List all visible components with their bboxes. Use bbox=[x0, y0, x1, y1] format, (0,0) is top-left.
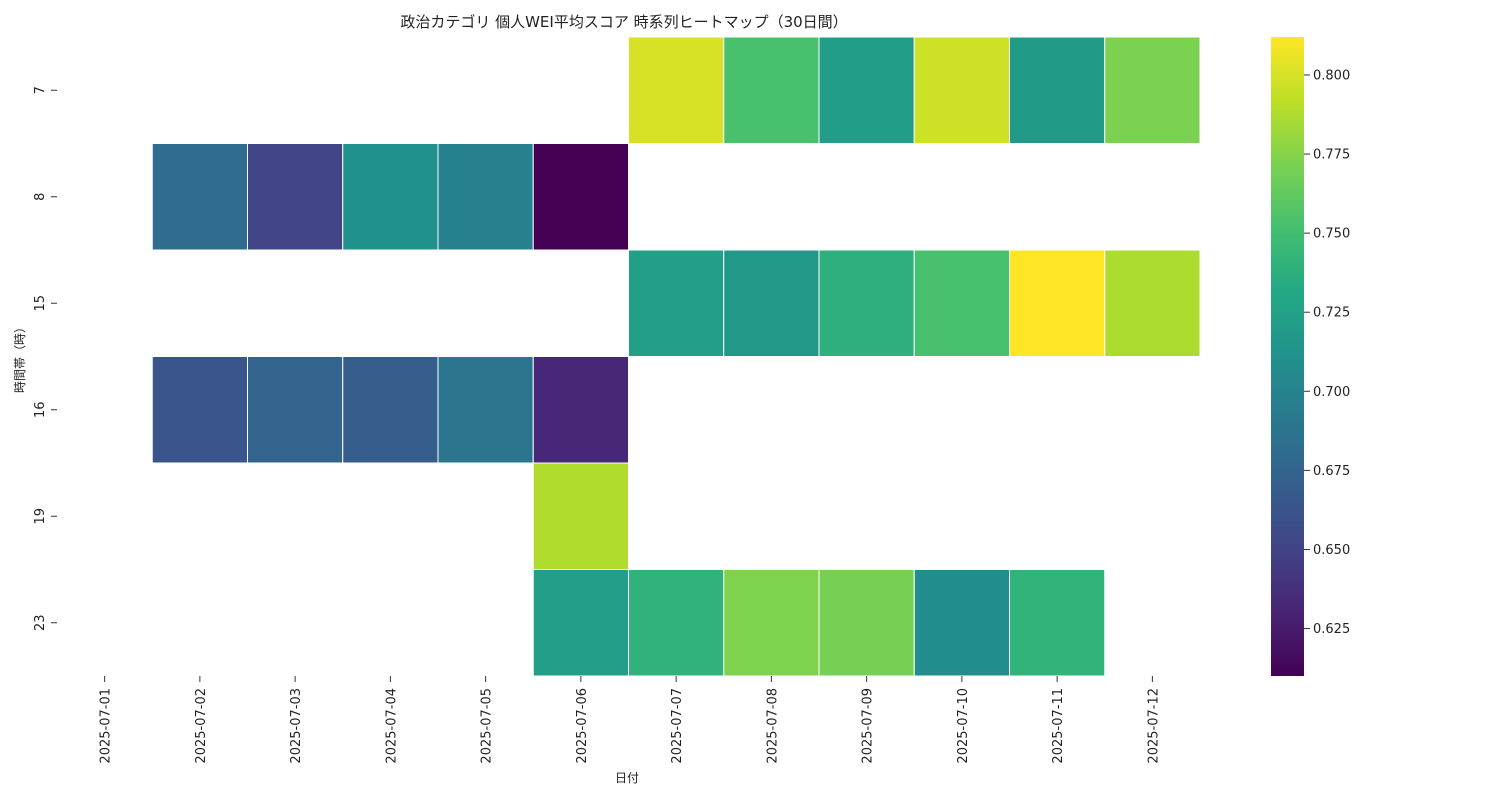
heatmap-cell bbox=[342, 143, 439, 251]
heatmap-cell bbox=[818, 249, 915, 357]
x-tick-label: 2025-07-11 bbox=[1051, 688, 1066, 764]
colorbar bbox=[1271, 37, 1304, 676]
x-axis-label: 日付 bbox=[615, 771, 639, 785]
heatmap-cell bbox=[723, 36, 820, 144]
heatmap-cell bbox=[913, 36, 1010, 144]
x-tick-label: 2025-07-10 bbox=[956, 688, 971, 764]
heatmap-cells bbox=[151, 36, 1201, 677]
chart-title: 政治カテゴリ 個人WEI平均スコア 時系列ヒートマップ（30日間） bbox=[400, 13, 847, 31]
heatmap-cell bbox=[532, 356, 629, 464]
heatmap-cell bbox=[247, 356, 344, 464]
heatmap-cell bbox=[1009, 569, 1106, 677]
heatmap-cell bbox=[532, 462, 629, 570]
heatmap-cell bbox=[1104, 36, 1201, 144]
colorbar-tick-label: 0.775 bbox=[1313, 148, 1350, 163]
x-tick-label: 2025-07-06 bbox=[575, 688, 590, 764]
heatmap-cell bbox=[913, 569, 1010, 677]
heatmap-cell bbox=[628, 569, 725, 677]
heatmap-cell bbox=[818, 36, 915, 144]
heatmap-cell bbox=[628, 36, 725, 144]
colorbar-ticks: 0.625 0.650 0.675 0.700 0.725 0.750 0.775 0.800 bbox=[1304, 68, 1350, 637]
x-tick-label: 2025-07-04 bbox=[384, 688, 399, 764]
x-tick-label: 2025-07-02 bbox=[194, 688, 209, 764]
x-tick-label: 2025-07-08 bbox=[765, 688, 780, 764]
colorbar-tick-label: 0.675 bbox=[1313, 464, 1350, 479]
heatmap-cell bbox=[532, 143, 629, 251]
heatmap-cell bbox=[437, 356, 534, 464]
colorbar-tick-label: 0.700 bbox=[1313, 385, 1350, 400]
colorbar-tick-label: 0.625 bbox=[1313, 622, 1350, 637]
heatmap-cell bbox=[247, 143, 344, 251]
colorbar-tick-label: 0.650 bbox=[1313, 543, 1350, 558]
y-axis-label: 時間帯（時） bbox=[13, 321, 27, 393]
y-tick-label: 7 bbox=[33, 86, 48, 94]
heatmap-cell bbox=[818, 569, 915, 677]
colorbar-tick-label: 0.750 bbox=[1313, 227, 1350, 242]
y-tick-label: 23 bbox=[33, 614, 48, 631]
heatmap-cell bbox=[532, 569, 629, 677]
heatmap-cell bbox=[437, 143, 534, 251]
y-tick-label: 8 bbox=[33, 193, 48, 201]
heatmap-cell bbox=[1009, 36, 1106, 144]
heatmap-cell bbox=[1104, 249, 1201, 357]
x-tick-label: 2025-07-12 bbox=[1146, 688, 1161, 764]
heatmap-cell bbox=[913, 249, 1010, 357]
heatmap-cell bbox=[151, 356, 248, 464]
x-tick-label: 2025-07-03 bbox=[289, 688, 304, 764]
x-tick-label: 2025-07-07 bbox=[670, 688, 685, 764]
x-tick-label: 2025-07-05 bbox=[480, 688, 495, 764]
heatmap-cell bbox=[723, 569, 820, 677]
x-tick-label: 2025-07-09 bbox=[861, 688, 876, 764]
x-tick-label: 2025-07-01 bbox=[99, 688, 114, 764]
heatmap-cell bbox=[628, 249, 725, 357]
heatmap-cell bbox=[151, 143, 248, 251]
y-axis-ticks: 7 8 15 16 19 23 bbox=[33, 86, 57, 631]
colorbar-tick-label: 0.725 bbox=[1313, 306, 1350, 321]
x-axis-ticks: 2025-07-01 2025-07-02 2025-07-03 2025-07-04… bbox=[99, 676, 1161, 764]
heatmap-cell bbox=[1009, 249, 1106, 357]
y-tick-label: 15 bbox=[33, 295, 48, 312]
colorbar-tick-label: 0.800 bbox=[1313, 68, 1350, 83]
heatmap-cell bbox=[723, 249, 820, 357]
y-tick-label: 16 bbox=[33, 401, 48, 418]
y-tick-label: 19 bbox=[33, 508, 48, 525]
heatmap-cell bbox=[342, 356, 439, 464]
